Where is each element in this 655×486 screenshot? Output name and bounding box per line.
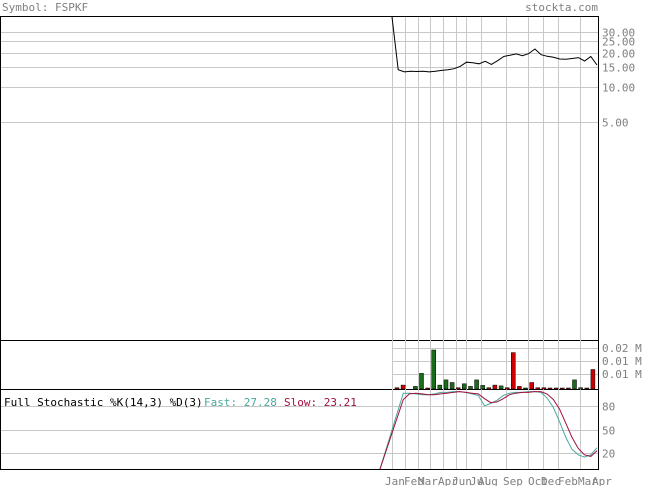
volume-bar (553, 387, 559, 390)
symbol-label: Symbol: FSPKF (2, 1, 88, 14)
slow-label: Slow: 23.21 (284, 396, 357, 409)
site-label: stockta.com (525, 1, 598, 14)
volume-tick-label: 0.01 M (602, 355, 642, 368)
volume-bar (535, 387, 541, 390)
price-tick-label: 5.00 (602, 117, 629, 130)
stochastic-title: Full Stochastic %K(14,3) %D(3) (4, 396, 203, 409)
volume-bar (572, 379, 577, 390)
stochastic-tick-label: 20 (602, 448, 615, 461)
x-tick-label: Jan (385, 475, 405, 486)
price-line (391, 16, 598, 73)
volume-bar (449, 382, 455, 390)
volume-bar (492, 384, 498, 390)
volume-bar (425, 387, 430, 390)
x-tick-label: Dec (541, 475, 561, 486)
x-tick-label: Feb (558, 475, 578, 486)
fast-label: Fast: 27.28 (204, 396, 277, 409)
x-tick-label: Aug (478, 475, 498, 486)
volume-bar (443, 379, 449, 390)
x-tick-label: Apr (438, 475, 458, 486)
volume-bar (394, 387, 400, 390)
volume-bar (578, 387, 583, 390)
volume-bar (529, 382, 534, 390)
volume-bar (413, 386, 418, 390)
volume-bar (437, 384, 443, 390)
x-tick-label: Feb (404, 475, 424, 486)
volume-bar (468, 386, 473, 390)
volume-bar (486, 387, 492, 390)
volume-tick-label: 0.01 M (602, 368, 642, 381)
volume-panel (0, 340, 599, 390)
volume-bar (498, 385, 504, 390)
volume-bar (541, 387, 547, 390)
price-tick-label: 30.00 (602, 27, 635, 40)
volume-bar (517, 386, 522, 390)
x-tick-label: Jul (470, 475, 490, 486)
x-tick-label: Apr (592, 475, 612, 486)
volume-bar (400, 384, 406, 390)
volume-bars (394, 349, 596, 390)
stochastic-tick-label: 50 (602, 425, 615, 438)
price-tick-label: 25.00 (602, 36, 635, 49)
volume-bar (504, 387, 510, 390)
price-series (391, 16, 598, 73)
x-tick-label: Mar (578, 475, 598, 486)
price-tick-label: 15.00 (602, 62, 635, 75)
volume-bar (480, 385, 485, 390)
grid-lines (1, 17, 598, 469)
volume-bar (431, 349, 436, 390)
price-tick-label: 10.00 (602, 82, 635, 95)
volume-bar (474, 379, 479, 390)
x-tick-label: Jun (452, 475, 472, 486)
volume-bar (462, 383, 467, 390)
price-tick-label: 20.00 (602, 48, 635, 61)
volume-bar (455, 387, 461, 390)
stochastic-series (379, 391, 598, 470)
price-panel (0, 16, 599, 341)
stochastic-panel (0, 389, 599, 470)
volume-bar (566, 387, 571, 390)
volume-bar (511, 352, 516, 390)
volume-bar (523, 387, 528, 390)
volume-bar (584, 387, 590, 390)
slow-line (379, 391, 598, 470)
stochastic-tick-label: 80 (602, 401, 615, 414)
volume-bar (560, 387, 565, 390)
x-tick-label: Sep (503, 475, 523, 486)
volume-tick-label: 0.02 M (602, 342, 642, 355)
volume-bar (547, 387, 553, 390)
x-tick-label: Oct (528, 475, 548, 486)
x-tick-label: Mar (418, 475, 438, 486)
volume-bar (590, 369, 596, 390)
volume-bar (419, 373, 424, 390)
